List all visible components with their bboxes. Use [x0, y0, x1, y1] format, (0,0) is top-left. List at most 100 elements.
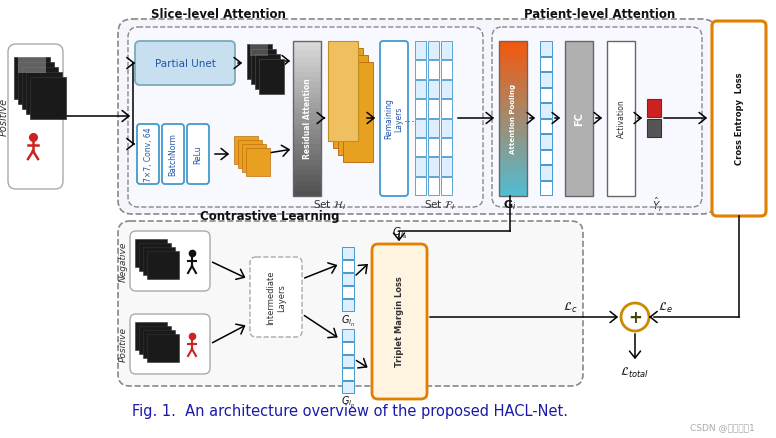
Bar	[441, 138, 452, 157]
Bar	[647, 100, 661, 118]
Bar	[139, 244, 171, 272]
Bar	[293, 42, 321, 197]
Text: Triplet Margin Loss: Triplet Margin Loss	[394, 276, 404, 367]
Circle shape	[621, 303, 649, 331]
Bar	[428, 42, 439, 60]
Text: Set $\mathcal{H}_i$: Set $\mathcal{H}_i$	[314, 198, 347, 212]
Text: Negative: Negative	[119, 241, 127, 282]
Bar	[499, 88, 527, 94]
Bar	[428, 138, 439, 157]
Bar	[293, 57, 321, 64]
Bar	[540, 57, 552, 72]
Text: Slice-level Attention: Slice-level Attention	[151, 7, 286, 21]
Bar	[499, 104, 527, 110]
Text: $\hat{Y}_i$: $\hat{Y}_i$	[652, 195, 662, 214]
Bar	[441, 158, 452, 176]
Bar	[338, 56, 368, 155]
Text: Remaining
Layers: Remaining Layers	[384, 99, 404, 139]
Text: ReLu: ReLu	[193, 145, 203, 164]
Bar	[499, 47, 527, 53]
Bar	[242, 145, 266, 173]
Bar	[14, 58, 50, 100]
FancyBboxPatch shape	[162, 125, 184, 184]
Bar	[415, 42, 426, 60]
Bar	[293, 93, 321, 99]
Bar	[135, 322, 167, 350]
Bar	[499, 135, 527, 141]
FancyBboxPatch shape	[118, 222, 583, 386]
Bar	[251, 50, 276, 85]
Text: Intermediate
Layers: Intermediate Layers	[266, 270, 286, 325]
Bar	[441, 119, 452, 138]
Bar	[499, 171, 527, 177]
Text: CSDN @小杨小杨1: CSDN @小杨小杨1	[690, 423, 755, 431]
Bar	[293, 186, 321, 192]
Text: Residual Attention: Residual Attention	[303, 78, 311, 159]
Bar	[234, 137, 258, 165]
Text: Set $\mathcal{F}_i$: Set $\mathcal{F}_i$	[424, 198, 456, 212]
FancyBboxPatch shape	[137, 125, 159, 184]
Bar	[293, 160, 321, 166]
Bar	[415, 100, 426, 118]
FancyBboxPatch shape	[492, 28, 702, 208]
Bar	[428, 81, 439, 99]
Bar	[238, 141, 262, 169]
Bar	[342, 247, 354, 259]
Bar	[293, 99, 321, 105]
Bar	[499, 57, 527, 64]
Text: $G_{l_n}$: $G_{l_n}$	[341, 313, 355, 328]
Bar	[18, 63, 54, 105]
Bar	[293, 119, 321, 125]
Bar	[30, 78, 66, 120]
Bar	[540, 42, 552, 57]
Bar	[499, 42, 527, 197]
Bar	[415, 158, 426, 176]
Bar	[499, 52, 527, 58]
Bar	[565, 42, 593, 197]
Bar	[499, 181, 527, 187]
Bar	[343, 63, 373, 162]
Bar	[135, 240, 167, 267]
FancyBboxPatch shape	[118, 20, 716, 215]
Bar	[293, 130, 321, 135]
Bar	[540, 104, 552, 118]
Text: Patient-level Attention: Patient-level Attention	[525, 7, 676, 21]
Bar	[499, 145, 527, 151]
Bar	[499, 140, 527, 146]
Bar	[415, 177, 426, 195]
Bar	[26, 73, 62, 115]
FancyBboxPatch shape	[135, 42, 235, 86]
Bar	[342, 342, 354, 354]
Bar	[342, 329, 354, 341]
Bar	[293, 42, 321, 48]
FancyBboxPatch shape	[712, 22, 766, 216]
Bar	[342, 368, 354, 380]
Bar	[342, 355, 354, 367]
Bar	[293, 78, 321, 84]
Bar	[607, 42, 635, 197]
Text: Contrastive Learning: Contrastive Learning	[200, 210, 340, 223]
Bar	[333, 49, 363, 148]
Bar	[293, 52, 321, 58]
Bar	[540, 73, 552, 87]
Bar	[428, 158, 439, 176]
Bar	[293, 83, 321, 89]
Bar	[441, 177, 452, 195]
Bar	[247, 45, 272, 80]
Bar	[428, 61, 439, 80]
Text: $G_{i_a}$: $G_{i_a}$	[392, 225, 407, 240]
Bar	[255, 55, 280, 90]
FancyBboxPatch shape	[372, 244, 427, 399]
Text: ...: ...	[404, 112, 416, 125]
FancyBboxPatch shape	[380, 42, 408, 197]
FancyBboxPatch shape	[250, 258, 302, 337]
Bar	[499, 155, 527, 161]
Bar	[293, 135, 321, 141]
Bar	[499, 68, 527, 74]
Bar	[441, 61, 452, 80]
Bar	[499, 83, 527, 89]
Bar	[293, 181, 321, 187]
Bar	[259, 60, 284, 95]
Bar	[293, 124, 321, 131]
Text: $\mathcal{L}_c$: $\mathcal{L}_c$	[563, 300, 577, 314]
